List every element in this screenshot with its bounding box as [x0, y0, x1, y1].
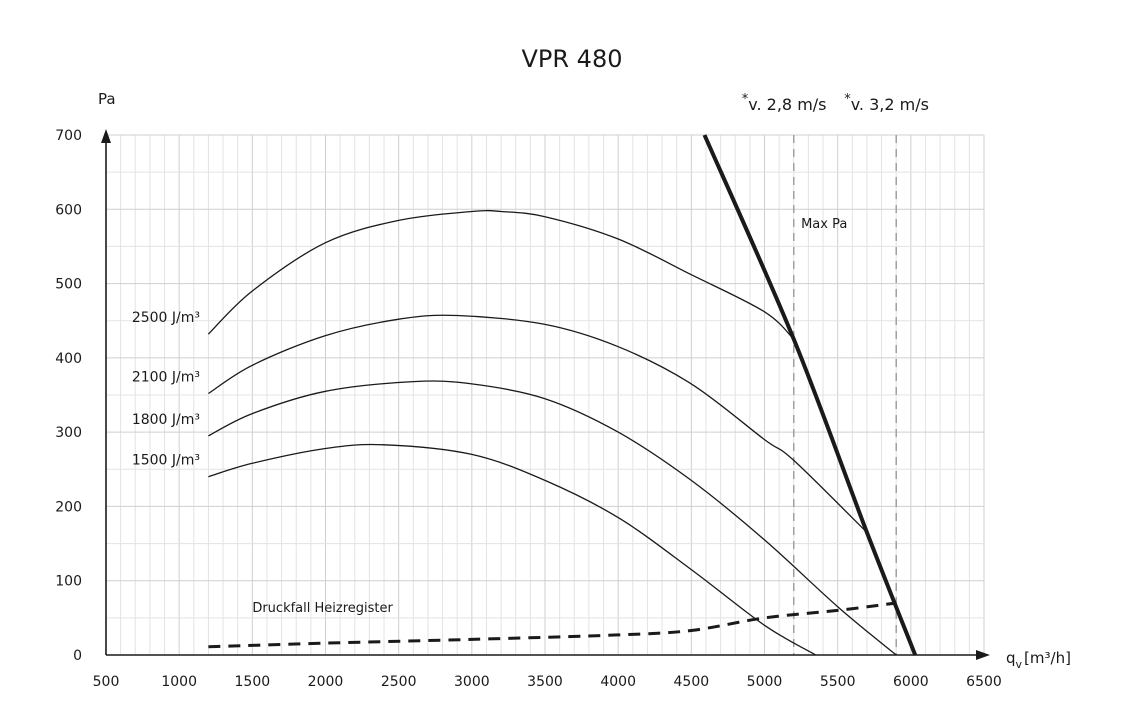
y-tick-label: 400 [55, 351, 82, 367]
fan-curve-line [208, 380, 897, 656]
x-tick-label: 500 [93, 674, 120, 690]
x-tick-label: 2500 [381, 674, 417, 690]
x-tick-label: 3500 [527, 674, 563, 690]
series-label: 1800 J/m³ [132, 412, 200, 428]
series-label: 2100 J/m³ [132, 370, 200, 386]
x-tick-label: 4500 [674, 674, 710, 690]
y-tick-label: 0 [73, 648, 82, 664]
fan-curve-line [208, 443, 817, 656]
pressure-drop-line [208, 601, 897, 649]
y-tick-label: 200 [55, 499, 82, 515]
x-tick-label: 1500 [235, 674, 271, 690]
y-tick-label: 600 [55, 202, 82, 218]
y-axis-arrow [101, 129, 111, 143]
fan-curve-line [207, 209, 795, 340]
x-tick-label: 2000 [308, 674, 344, 690]
y-tick-label: 500 [55, 277, 82, 293]
x-tick-label: 6500 [966, 674, 1002, 690]
x-axis-label: qv [m³/h] [1006, 649, 1071, 671]
x-tick-label: 6000 [893, 674, 929, 690]
grid [105, 134, 985, 656]
axes [101, 129, 990, 660]
max-pa-label: Max Pa [801, 217, 847, 232]
y-tick-label: 300 [55, 425, 82, 441]
y-tick-label: 700 [55, 128, 82, 144]
series-labels: 2500 J/m³ 2100 J/m³ 1800 J/m³ 1500 J/m³ Max … [132, 217, 848, 616]
series-label: 2500 J/m³ [132, 310, 200, 326]
max-pa-line [702, 134, 918, 656]
x-tick-label: 1000 [161, 674, 197, 690]
velocity-label: *v. 3,2 m/s [844, 92, 929, 114]
x-tick-label: 4000 [600, 674, 636, 690]
tick-labels: 500 1000 1500 2000 2500 3000 3500 4000 4500 5000 5… [55, 128, 1002, 690]
chart-title: VPR 480 [521, 45, 622, 73]
fan-curve-line [208, 314, 868, 533]
y-tick-label: 100 [55, 574, 82, 590]
x-tick-label: 5500 [820, 674, 856, 690]
series-lines [207, 134, 918, 656]
series-label: 1500 J/m³ [132, 453, 200, 469]
x-tick-label: 3000 [454, 674, 490, 690]
velocity-reference-lines: *v. 2,8 m/s *v. 3,2 m/s [742, 92, 929, 655]
y-axis-label: Pa [98, 90, 116, 108]
velocity-label: *v. 2,8 m/s [742, 92, 827, 114]
x-axis-arrow [976, 650, 990, 660]
pressure-drop-label: Druckfall Heizregister [252, 601, 393, 616]
x-tick-label: 5000 [747, 674, 783, 690]
